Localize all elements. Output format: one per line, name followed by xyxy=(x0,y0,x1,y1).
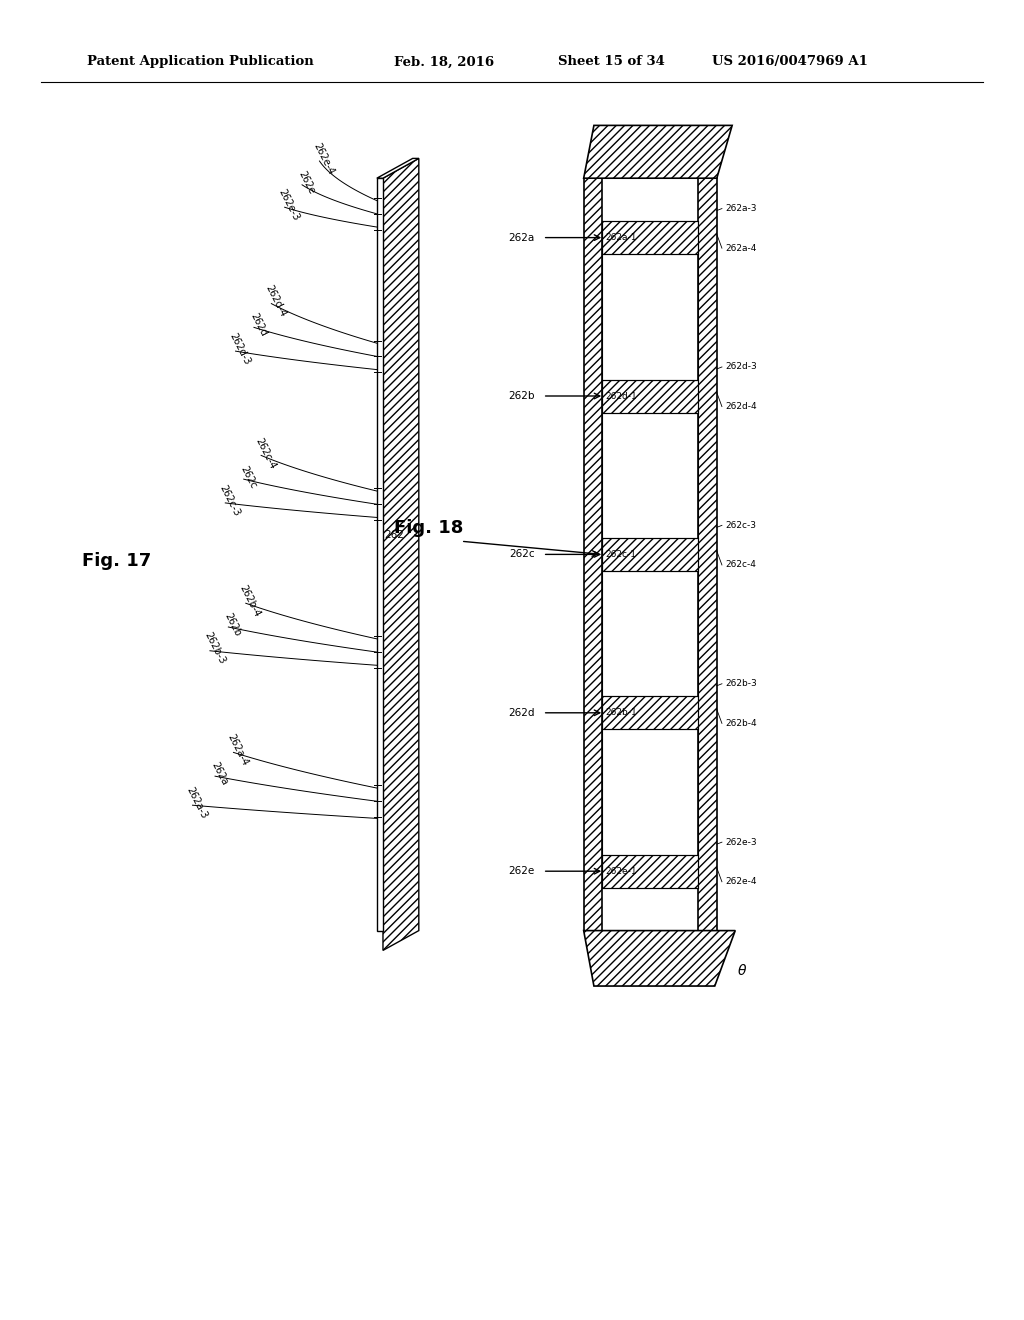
Text: Patent Application Publication: Patent Application Publication xyxy=(87,55,313,69)
Text: 262b-4: 262b-4 xyxy=(238,583,262,619)
Text: 262c: 262c xyxy=(239,463,258,490)
Text: 262e-1: 262e-1 xyxy=(605,867,637,875)
Text: 262d-4: 262d-4 xyxy=(725,403,757,411)
Text: Feb. 18, 2016: Feb. 18, 2016 xyxy=(394,55,495,69)
Text: 262d: 262d xyxy=(249,312,268,338)
Text: 262a-4: 262a-4 xyxy=(725,244,757,252)
Text: 262a: 262a xyxy=(508,232,535,243)
Polygon shape xyxy=(602,539,698,570)
Polygon shape xyxy=(584,931,735,986)
Text: 262d-3: 262d-3 xyxy=(227,331,252,367)
Text: 262c-1: 262c-1 xyxy=(605,550,636,558)
Text: 262b-4: 262b-4 xyxy=(725,719,757,727)
Text: 262a-3: 262a-3 xyxy=(725,205,757,213)
Text: $\theta$: $\theta$ xyxy=(737,962,748,978)
Text: US 2016/0047969 A1: US 2016/0047969 A1 xyxy=(712,55,867,69)
Polygon shape xyxy=(584,125,732,178)
Polygon shape xyxy=(602,380,698,412)
Text: 262e-4: 262e-4 xyxy=(311,141,336,177)
Text: 262c-4: 262c-4 xyxy=(725,561,756,569)
Polygon shape xyxy=(602,697,698,729)
Text: 262c-3: 262c-3 xyxy=(218,483,242,517)
Text: 262a-4: 262a-4 xyxy=(225,733,250,768)
Text: 262: 262 xyxy=(385,529,404,540)
Text: 262e-3: 262e-3 xyxy=(276,187,301,223)
Text: 262d-4: 262d-4 xyxy=(263,284,288,319)
Text: 262a-3: 262a-3 xyxy=(184,785,209,821)
Polygon shape xyxy=(377,178,383,931)
Polygon shape xyxy=(602,855,698,887)
Text: Sheet 15 of 34: Sheet 15 of 34 xyxy=(558,55,665,69)
Text: 262b-3: 262b-3 xyxy=(725,680,757,688)
Text: 262b: 262b xyxy=(222,611,243,638)
Text: 262e: 262e xyxy=(508,866,535,876)
Text: Fig. 18: Fig. 18 xyxy=(394,519,464,537)
Text: 262e-4: 262e-4 xyxy=(725,878,757,886)
Text: Fig. 17: Fig. 17 xyxy=(82,552,152,570)
Text: 262e: 262e xyxy=(297,169,316,195)
Polygon shape xyxy=(383,158,419,950)
Text: 262c-4: 262c-4 xyxy=(254,436,278,470)
Text: 262d-1: 262d-1 xyxy=(605,392,637,400)
Polygon shape xyxy=(377,158,419,178)
Polygon shape xyxy=(698,178,717,931)
Text: 262e-3: 262e-3 xyxy=(725,838,757,846)
Text: 262c: 262c xyxy=(509,549,535,560)
Text: 262b-1: 262b-1 xyxy=(605,709,637,717)
Text: 262a-1: 262a-1 xyxy=(605,234,637,242)
Text: 262d: 262d xyxy=(508,708,535,718)
Text: 262b-3: 262b-3 xyxy=(202,631,226,667)
Polygon shape xyxy=(602,222,698,253)
Text: 262a: 262a xyxy=(210,760,229,787)
Text: 262b: 262b xyxy=(508,391,535,401)
Polygon shape xyxy=(584,178,602,931)
Text: 262d-3: 262d-3 xyxy=(725,363,757,371)
Text: 262c-3: 262c-3 xyxy=(725,521,756,529)
